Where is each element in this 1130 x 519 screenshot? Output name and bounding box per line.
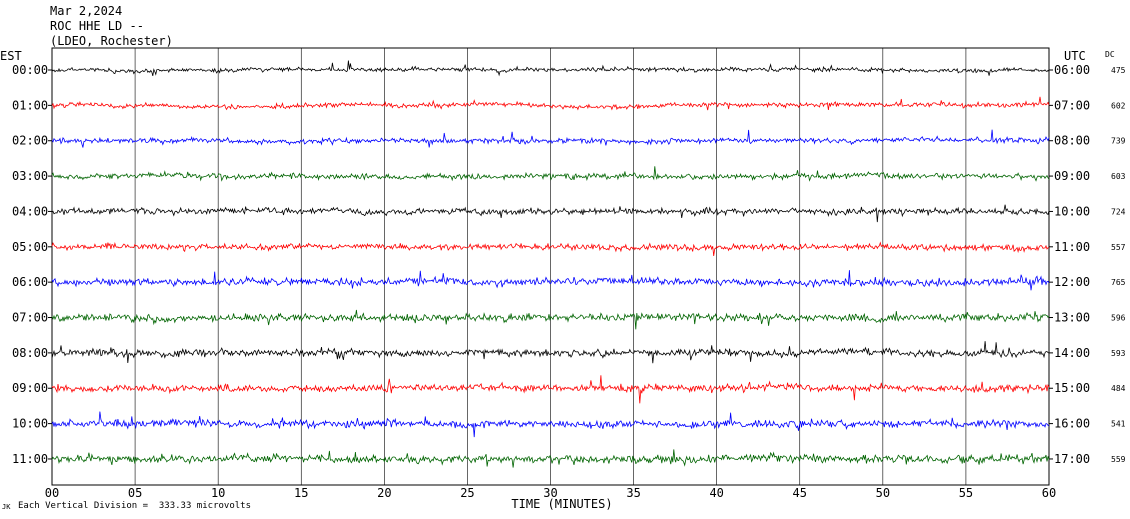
trace-0800 bbox=[51, 341, 1050, 364]
est-label: 07:00 bbox=[12, 311, 48, 325]
x-tick-label: 35 bbox=[626, 486, 640, 500]
x-tick-label: 00 bbox=[45, 486, 59, 500]
footer-mark: JK bbox=[2, 503, 11, 511]
utc-label: 13:00 bbox=[1054, 311, 1090, 325]
trace-0400 bbox=[51, 204, 1050, 223]
header-date: Mar 2,2024 bbox=[50, 4, 123, 18]
x-axis-title: TIME (MINUTES) bbox=[511, 497, 612, 511]
dc-value: 475 bbox=[1111, 66, 1126, 75]
dc-value: 724 bbox=[1111, 207, 1126, 216]
utc-label: 08:00 bbox=[1054, 134, 1090, 148]
dc-value: 602 bbox=[1111, 101, 1126, 110]
utc-label: 16:00 bbox=[1054, 417, 1090, 431]
dc-value: 557 bbox=[1111, 243, 1126, 252]
utc-axis-label: UTC bbox=[1064, 49, 1086, 63]
header-station: ROC HHE LD -- bbox=[50, 19, 144, 33]
x-tick-label: 55 bbox=[959, 486, 973, 500]
x-tick-label: 15 bbox=[294, 486, 308, 500]
header-network: (LDEO, Rochester) bbox=[50, 34, 173, 48]
dc-value: 484 bbox=[1111, 384, 1126, 393]
x-tick-label: 50 bbox=[876, 486, 890, 500]
utc-label: 09:00 bbox=[1054, 169, 1090, 183]
footer-scale-note: Each Vertical Division = 333.33 microvol… bbox=[18, 501, 251, 511]
est-label: 03:00 bbox=[12, 169, 48, 183]
dc-value: 603 bbox=[1111, 172, 1126, 181]
est-label: 10:00 bbox=[12, 417, 48, 431]
trace-0900 bbox=[51, 375, 1050, 404]
est-label: 01:00 bbox=[12, 98, 48, 112]
est-axis-label: EST bbox=[0, 49, 22, 63]
est-label: 09:00 bbox=[12, 381, 48, 395]
est-label: 06:00 bbox=[12, 275, 48, 289]
est-label: 00:00 bbox=[12, 63, 48, 77]
trace-0700 bbox=[51, 309, 1050, 330]
utc-label: 07:00 bbox=[1054, 98, 1090, 112]
x-tick-label: 20 bbox=[377, 486, 391, 500]
trace-0600 bbox=[51, 270, 1050, 291]
utc-label: 14:00 bbox=[1054, 346, 1090, 360]
utc-label: 06:00 bbox=[1054, 63, 1090, 77]
trace-1000 bbox=[51, 411, 1050, 438]
dc-value: 739 bbox=[1111, 137, 1126, 146]
chart-grid bbox=[48, 47, 1053, 486]
utc-label: 10:00 bbox=[1054, 204, 1090, 218]
est-label: 04:00 bbox=[12, 204, 48, 218]
x-tick-label: 60 bbox=[1042, 486, 1056, 500]
utc-label: 15:00 bbox=[1054, 381, 1090, 395]
est-label: 11:00 bbox=[12, 452, 48, 466]
dc-value: 593 bbox=[1111, 349, 1126, 358]
x-tick-label: 05 bbox=[128, 486, 142, 500]
x-tick-label: 45 bbox=[793, 486, 807, 500]
est-label: 02:00 bbox=[12, 134, 48, 148]
x-tick-label: 40 bbox=[709, 486, 723, 500]
utc-label: 12:00 bbox=[1054, 275, 1090, 289]
utc-label: 11:00 bbox=[1054, 240, 1090, 254]
x-tick-label: 10 bbox=[211, 486, 225, 500]
x-tick-label: 30 bbox=[543, 486, 557, 500]
dc-value: 541 bbox=[1111, 420, 1126, 429]
trace-0000 bbox=[51, 60, 1050, 77]
trace-0300 bbox=[51, 166, 1050, 182]
est-label: 05:00 bbox=[12, 240, 48, 254]
trace-0500 bbox=[51, 241, 1050, 256]
dc-value: 559 bbox=[1111, 455, 1126, 464]
utc-label: 17:00 bbox=[1054, 452, 1090, 466]
trace-1100 bbox=[51, 449, 1050, 468]
dc-axis-label: DC bbox=[1105, 50, 1115, 59]
dc-value: 596 bbox=[1111, 314, 1126, 323]
chart-labels: 00:00 06:00 475 01:00 07:00 602 02:00 08:00 739 0… bbox=[0, 49, 1126, 511]
chart-traces bbox=[51, 60, 1050, 468]
trace-0200 bbox=[51, 129, 1050, 148]
x-tick-label: 25 bbox=[460, 486, 474, 500]
est-label: 08:00 bbox=[12, 346, 48, 360]
dc-value: 765 bbox=[1111, 278, 1126, 287]
trace-0100 bbox=[51, 96, 1050, 111]
